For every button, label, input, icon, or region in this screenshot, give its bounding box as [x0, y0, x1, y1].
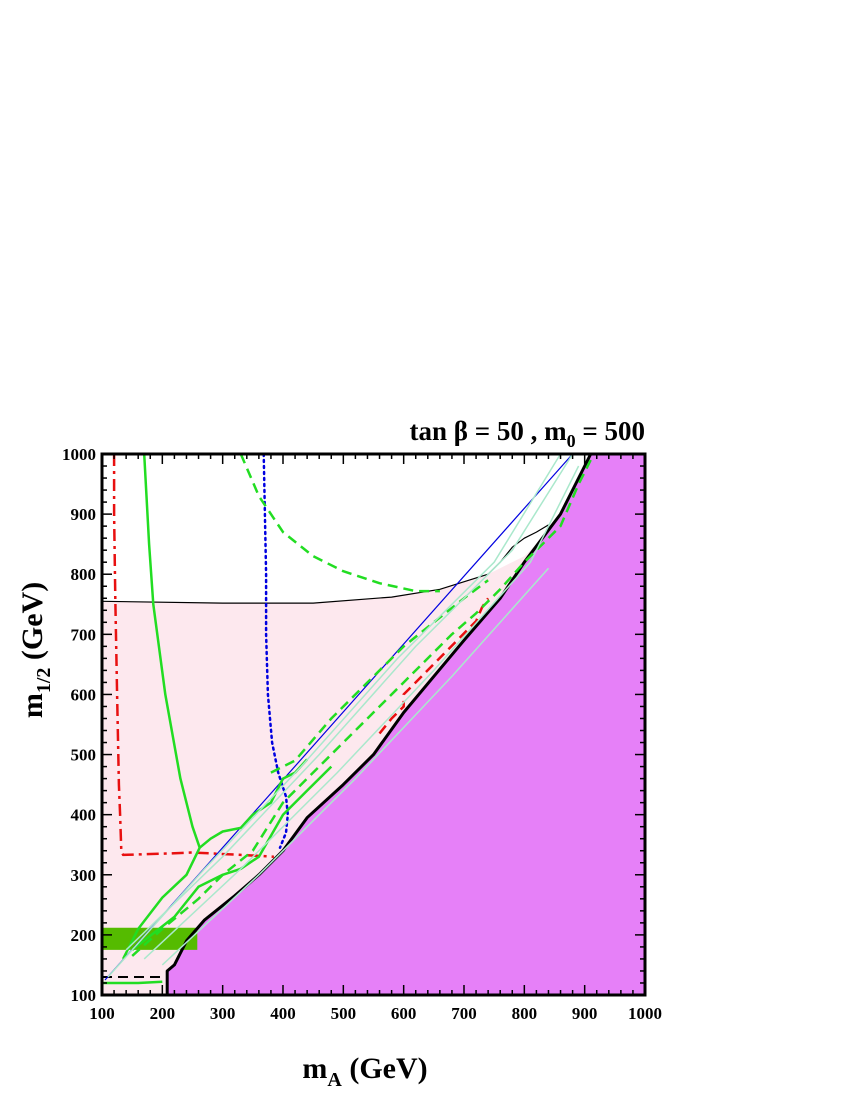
y-axis-title: m1/2 (GeV) [16, 582, 55, 718]
y-tick-label: 300 [71, 866, 97, 885]
x-axis-title: mA (GeV) [302, 1052, 427, 1091]
chart-title-sub: 0 [567, 431, 576, 451]
y-axis-title-tail: (GeV) [16, 582, 49, 668]
x-tick-label: 500 [331, 1004, 357, 1023]
curve-green-solid-band [121, 758, 309, 960]
y-tick-label: 500 [71, 746, 97, 765]
x-axis-title-sub: A [327, 1069, 342, 1091]
x-tick-label: 200 [150, 1004, 176, 1023]
chart-title: tan β = 50 , m0 = 500 [410, 416, 646, 451]
y-tick-label: 700 [71, 625, 97, 644]
curve-green-dashed-mid [270, 579, 489, 774]
x-tick-label: 100 [89, 1004, 115, 1023]
chart-title-tail: = 500 [576, 416, 645, 446]
y-tick-label: 400 [71, 806, 97, 825]
curve-black-thick [165, 453, 593, 995]
curve-blue-dotted [262, 452, 290, 849]
x-tick-label: 1000 [628, 1004, 662, 1023]
curve-light-green-2 [107, 453, 562, 978]
x-axis-title-tail: (GeV) [342, 1052, 428, 1085]
y-tick-label: 1000 [62, 445, 96, 464]
x-axis-title-main: m [302, 1052, 327, 1085]
x-tick-label: 600 [391, 1004, 417, 1023]
curve-green-dashed-upper [239, 453, 440, 593]
curve-red-dashed-lower [378, 597, 490, 735]
plot-frame [100, 452, 647, 997]
y-tick-label: 200 [71, 926, 97, 945]
y-tick-label: 800 [71, 565, 97, 584]
curve-light-green-1 [125, 453, 574, 951]
x-tick-label: 700 [451, 1004, 477, 1023]
chart-regions [102, 454, 645, 995]
y-tick-label: 900 [71, 505, 97, 524]
curve-green-solid-low [102, 980, 163, 985]
y-tick-label: 100 [71, 986, 97, 1005]
x-tick-label: 300 [210, 1004, 236, 1023]
y-tick-label: 600 [71, 685, 97, 704]
y-axis-title-sub: 1/2 [33, 668, 55, 694]
chart-title-main: tan β = 50 , m [410, 416, 568, 446]
x-tick-label: 800 [512, 1004, 538, 1023]
curve-green-dashed-lower [131, 459, 592, 957]
curve-light-green-4 [161, 567, 550, 966]
x-tick-label: 400 [270, 1004, 296, 1023]
chart-ticks [101, 453, 646, 996]
chart-curves [101, 452, 593, 995]
curve-light-green-3 [143, 465, 580, 960]
curve-red-dashdot [112, 454, 274, 858]
y-axis-title-main: m [16, 693, 49, 718]
chart-tick-labels: 100 200 300 400 500 600 700 800 900 1000 100 200 300… [62, 445, 662, 1023]
x-tick-label: 900 [572, 1004, 598, 1023]
curve-green-solid-left [142, 453, 201, 849]
